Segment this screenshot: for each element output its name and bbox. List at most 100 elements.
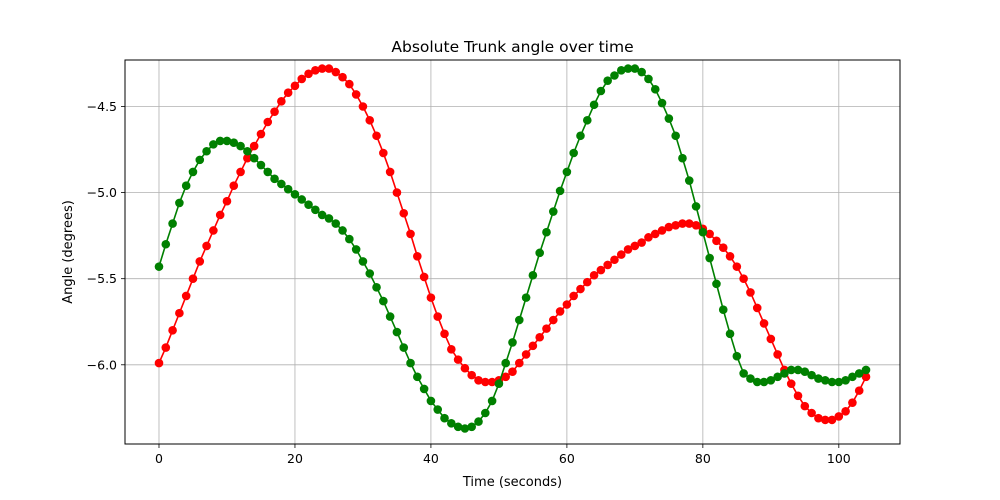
series-1-point [610, 255, 619, 265]
series-1-point [413, 251, 422, 261]
series-2-point [657, 98, 667, 108]
series-1-point [589, 270, 599, 280]
series-1-point [229, 181, 239, 190]
series-1-point [372, 131, 381, 141]
x-tick-label: 80 [695, 451, 711, 466]
y-tick-label: −4.5 [87, 99, 117, 114]
series-1-point [535, 332, 544, 342]
series-1-point [739, 274, 748, 283]
series-1-point [154, 358, 164, 368]
series-1-point [195, 257, 205, 266]
series-2 [154, 64, 871, 433]
series-1-point [481, 377, 490, 387]
series-1-point [562, 300, 572, 309]
series-2-point [542, 227, 551, 237]
series-2-point [759, 377, 769, 387]
series-2-point [807, 370, 816, 380]
y-tick-label: −6.0 [87, 357, 117, 372]
series-2-point [263, 167, 273, 177]
series-2-point [705, 253, 714, 263]
series-2-point [793, 365, 803, 375]
series-2-point [209, 140, 218, 149]
x-tick-label: 100 [827, 451, 851, 466]
series-1-point [358, 102, 368, 111]
series-2-point [535, 248, 544, 258]
series-1-point [773, 350, 782, 359]
series-2-point [277, 179, 286, 189]
series-1-point [650, 229, 660, 239]
series-1-point [644, 233, 653, 242]
series-2-point [603, 76, 612, 85]
series-1-point [814, 413, 823, 423]
grid-lines [125, 60, 900, 444]
series-1-point [569, 291, 578, 301]
series-2-point [786, 365, 796, 375]
series-2-point [766, 375, 776, 385]
series-1-point [175, 308, 184, 318]
series-2-point [243, 146, 252, 156]
series-2-point [338, 226, 347, 235]
series-2-point [508, 338, 517, 347]
series-2-point [324, 214, 334, 223]
series-1-point [440, 329, 449, 339]
series-1-point [548, 315, 558, 325]
series-2-point [215, 136, 225, 146]
series-1-point [671, 221, 680, 230]
series-1-point [820, 415, 830, 425]
series-1-point [712, 236, 721, 246]
series-1-point [304, 69, 313, 79]
series-1-point [718, 243, 728, 252]
series-2-point [487, 396, 497, 406]
series-2-point [351, 245, 361, 254]
series-1-point [419, 272, 429, 282]
series-1-point [521, 350, 531, 359]
series-1-point [657, 226, 667, 235]
series-2-point [229, 138, 239, 147]
series-1-point [433, 312, 443, 321]
series-1-point [576, 284, 585, 294]
series-2-point [195, 155, 205, 165]
series-2-point [501, 358, 511, 368]
series-2-point [426, 396, 436, 406]
series-1-point [236, 167, 245, 177]
series-1-point [317, 64, 327, 73]
series-2-point [623, 64, 633, 73]
axis-ticks: 0 20 40 60 80 100 −6.0 −5.5 −5.0 −4.5 [87, 99, 851, 466]
series-1-point [263, 117, 273, 127]
series-1-point [385, 167, 395, 177]
series-1-point [399, 208, 409, 218]
series-1-point [807, 408, 816, 418]
series-1-point [202, 241, 211, 251]
series-1-point [277, 97, 286, 106]
series-2-point [746, 374, 755, 383]
series-2-point [345, 234, 354, 244]
series-2-point [854, 369, 864, 378]
series-2-point [181, 181, 191, 190]
series-1-point [793, 391, 803, 401]
series-1-point [752, 303, 762, 313]
series-2-point [311, 205, 320, 215]
series-2-point [732, 351, 742, 361]
series-2-point [379, 296, 388, 306]
series-1-point [487, 377, 497, 387]
series-1-point [392, 188, 402, 197]
series-2-point [433, 405, 443, 414]
series-1 [154, 64, 871, 425]
series-1-point [365, 115, 375, 125]
series-2-point [739, 369, 748, 378]
series-1-point [582, 277, 592, 287]
series-2-point [467, 422, 477, 432]
series-2-point [698, 227, 708, 237]
series-2-point [222, 136, 232, 146]
series-1-point [168, 326, 177, 335]
series-2-point [752, 377, 762, 387]
x-tick-label: 60 [559, 451, 575, 466]
series-1-point [249, 141, 259, 151]
series-2-point [161, 239, 171, 249]
series-1-point [684, 219, 694, 228]
series-2-point [385, 312, 395, 321]
series-2-point [453, 422, 463, 432]
series-1-point [283, 88, 293, 98]
series-2-point [610, 71, 619, 80]
series-1-point [467, 370, 477, 380]
